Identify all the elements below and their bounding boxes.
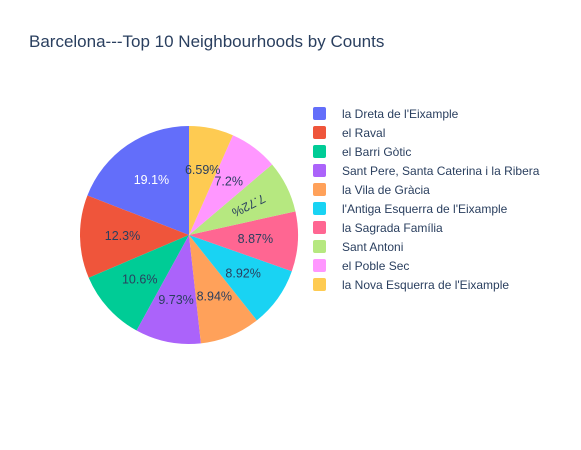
legend-swatch	[313, 221, 326, 234]
legend-label: l'Antiga Esquerra de l'Eixample	[342, 201, 508, 216]
legend-label: Sant Pere, Santa Caterina i la Ribera	[342, 163, 540, 178]
legend-label: el Poble Sec	[342, 258, 410, 273]
legend-swatch	[313, 278, 326, 291]
pie-slice[interactable]	[189, 135, 273, 235]
pie-slice[interactable]	[189, 235, 257, 344]
pie-slice[interactable]	[88, 235, 189, 331]
legend-item[interactable]: el Poble Sec	[313, 256, 539, 275]
legend-swatch	[313, 202, 326, 215]
legend-swatch	[313, 126, 326, 139]
legend-label: la Sagrada Família	[342, 220, 443, 235]
legend-item[interactable]: la Sagrada Família	[313, 218, 539, 237]
legend-swatch	[313, 240, 326, 253]
legend-label: la Dreta de l'Eixample	[342, 106, 459, 121]
pie-slice[interactable]	[189, 211, 298, 272]
legend-item[interactable]: Sant Antoni	[313, 237, 539, 256]
slice-percent-label: 8.94%	[197, 289, 232, 303]
legend-swatch	[313, 107, 326, 120]
slice-percent-label: 8.87%	[238, 232, 273, 246]
chart-title: Barcelona---Top 10 Neighbourhoods by Cou…	[29, 32, 385, 51]
legend-item[interactable]: el Barri Gòtic	[313, 142, 539, 161]
slice-percent-label: 19.1%	[134, 173, 169, 187]
slice-percent-label: 12.3%	[105, 229, 140, 243]
pie-slice[interactable]	[136, 235, 201, 344]
pie-slice[interactable]	[189, 235, 292, 321]
legend-label: el Raval	[342, 125, 386, 140]
legend-label: el Barri Gòtic	[342, 144, 412, 159]
pie-slice[interactable]	[189, 126, 233, 235]
legend-item[interactable]: l'Antiga Esquerra de l'Eixample	[313, 199, 539, 218]
legend-item[interactable]: la Vila de Gràcia	[313, 180, 539, 199]
legend-swatch	[313, 145, 326, 158]
legend-item[interactable]: la Nova Esquerra de l'Eixample	[313, 275, 539, 294]
legend-label: la Vila de Gràcia	[342, 182, 430, 197]
slice-percent-label: 6.59%	[185, 163, 220, 177]
legend-item[interactable]: Sant Pere, Santa Caterina i la Ribera	[313, 161, 539, 180]
slice-percent-label: 10.6%	[122, 273, 157, 287]
slice-percent-label: 8.92%	[225, 267, 260, 281]
legend-item[interactable]: el Raval	[313, 123, 539, 142]
legend: la Dreta de l'Eixample el Raval el Barri G…	[313, 104, 539, 294]
pie-slice[interactable]	[87, 126, 189, 235]
legend-swatch	[313, 164, 326, 177]
pie-slice[interactable]	[189, 164, 296, 235]
legend-label: la Nova Esquerra de l'Eixample	[342, 277, 510, 292]
legend-label: Sant Antoni	[342, 239, 404, 254]
pie-slice[interactable]	[79, 195, 189, 278]
legend-swatch	[313, 183, 326, 196]
legend-item[interactable]: la Dreta de l'Eixample	[313, 104, 539, 123]
legend-swatch	[313, 259, 326, 272]
slice-percent-label: 7.2%	[214, 175, 243, 189]
slice-percent-label: 9.73%	[158, 293, 193, 307]
